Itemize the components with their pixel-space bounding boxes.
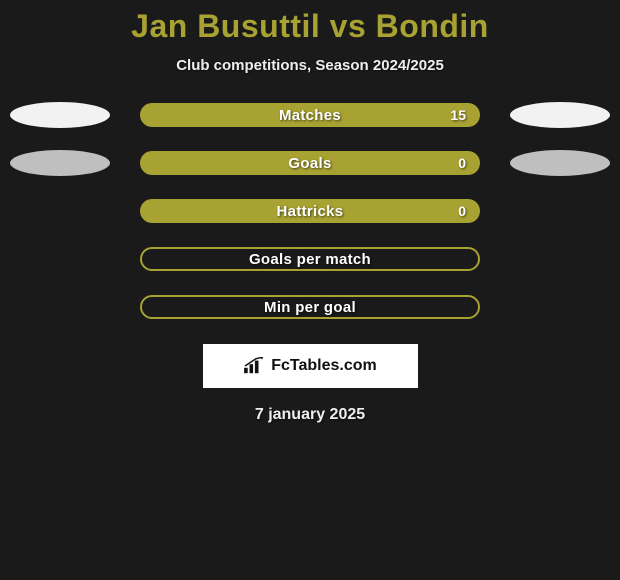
stat-label: Matches	[279, 107, 341, 124]
stat-row-goals-per-match: Goals per match	[0, 246, 620, 272]
stat-value: 0	[458, 155, 466, 171]
stat-bar: Hattricks 0	[140, 199, 480, 223]
stat-row-goals: Goals 0	[0, 150, 620, 176]
stat-bar: Goals 0	[140, 151, 480, 175]
stat-bar: Min per goal	[140, 295, 480, 319]
comparison-card: Jan Busuttil vs Bondin Club competitions…	[0, 0, 620, 424]
stat-label: Min per goal	[264, 299, 356, 316]
stat-label: Hattricks	[277, 203, 344, 220]
stat-bar: Goals per match	[140, 247, 480, 271]
brand-chart-icon	[243, 357, 265, 375]
stat-row-matches: Matches 15	[0, 102, 620, 128]
stat-label: Goals	[288, 155, 331, 172]
left-marker-ellipse	[10, 150, 110, 176]
stat-row-hattricks: Hattricks 0	[0, 198, 620, 224]
stat-label: Goals per match	[249, 251, 371, 268]
right-marker-ellipse	[510, 150, 610, 176]
page-title: Jan Busuttil vs Bondin	[0, 8, 620, 45]
brand-text: FcTables.com	[271, 357, 377, 375]
subtitle: Club competitions, Season 2024/2025	[0, 57, 620, 74]
left-marker-ellipse	[10, 102, 110, 128]
right-marker-ellipse	[510, 102, 610, 128]
date-line: 7 january 2025	[0, 406, 620, 424]
stat-row-min-per-goal: Min per goal	[0, 294, 620, 320]
stats-rows: Matches 15 Goals 0 Hattricks 0 Goals per	[0, 102, 620, 320]
stat-value: 0	[458, 203, 466, 219]
brand-badge[interactable]: FcTables.com	[203, 344, 418, 388]
stat-value: 15	[450, 107, 466, 123]
stat-bar: Matches 15	[140, 103, 480, 127]
